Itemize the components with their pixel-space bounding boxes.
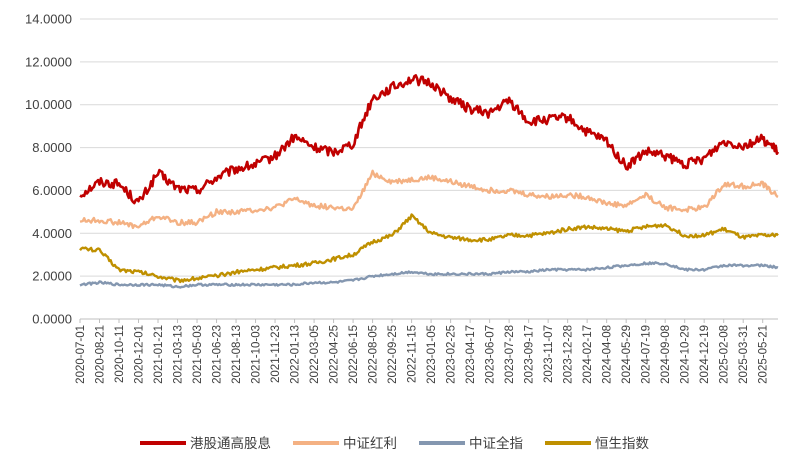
legend-label: 中证红利 [343,436,397,451]
series-line-0 [79,74,780,205]
y-tick-label: 12.0000 [25,54,72,69]
x-tick-label: 2024-04-08 [602,325,614,384]
y-tick-label: 2.0000 [32,269,72,284]
x-tick-label: 2022-03-05 [309,325,321,384]
x-tick-label: 2022-09-25 [387,325,399,384]
x-tick-label: 2023-06-07 [485,325,497,384]
x-tick-label: 2022-08-05 [368,325,380,384]
x-tick-label: 2022-06-15 [348,325,360,384]
series-line-2 [79,261,779,289]
x-tick-label: 2021-08-13 [231,325,243,384]
x-tick-label: 2024-10-29 [680,325,692,384]
x-tick-label: 2023-01-05 [426,325,438,384]
legend-label: 中证全指 [469,435,523,451]
x-tick-label: 2022-01-13 [290,325,302,384]
x-tick-label: 2024-09-08 [660,325,672,384]
x-tick-label: 2025-02-08 [719,325,731,384]
x-tick-label: 2022-11-15 [407,325,419,383]
x-tick-label: 2025-05-21 [758,325,770,384]
legend: 港股通高股息 中证红利 中证全指 恒生指数 [140,435,649,451]
x-tick-label: 2021-10-03 [251,325,263,384]
x-tick-label: 2023-07-28 [504,325,516,384]
x-tick-label: 2024-05-29 [621,325,633,384]
y-tick-label: 14.0000 [25,12,72,27]
x-tick-label: 2020-10-11 [114,325,126,383]
x-tick-label: 2021-01-21 [153,325,165,384]
legend-label: 恒生指数 [595,436,649,451]
x-tick-label: 2020-07-01 [75,325,87,384]
x-tick-label: 2020-12-01 [134,325,146,384]
x-tick-label: 2022-04-25 [329,325,341,384]
y-tick-label: 0.0000 [32,312,72,327]
x-tick-label: 2021-06-23 [212,325,224,384]
x-tick-label: 2020-08-21 [95,325,107,384]
y-axis: 0.0000 2.0000 4.0000 6.0000 8.0000 10.0000 12.… [25,12,72,327]
series-line-3 [79,213,779,284]
x-tick-label: 2023-09-17 [524,325,536,384]
x-tick-label: 2023-02-25 [446,325,458,384]
x-tick-label: 2025-03-31 [738,325,750,384]
y-tick-label: 6.0000 [32,183,72,198]
x-tick-label: 2023-12-28 [563,325,575,384]
x-axis: 2020-07-01 2020-08-21 2020-10-11 2020-12-01… [75,319,770,384]
series-line-1 [79,169,779,230]
x-tick-label: 2021-11-23 [270,325,282,383]
x-tick-label: 2024-07-19 [641,325,653,384]
x-tick-label: 2024-12-19 [699,325,711,384]
y-tick-label: 8.0000 [32,140,72,155]
x-tick-label: 2021-03-13 [173,325,185,384]
x-tick-label: 2021-05-03 [192,325,204,384]
plot-area [79,74,780,289]
x-tick-label: 2024-02-17 [582,325,594,384]
x-tick-label: 2023-11-07 [543,325,555,383]
y-tick-label: 4.0000 [32,226,72,241]
legend-label: 港股通高股息 [190,435,271,451]
y-tick-label: 10.0000 [25,97,72,112]
x-tick-label: 2023-04-17 [465,325,477,384]
